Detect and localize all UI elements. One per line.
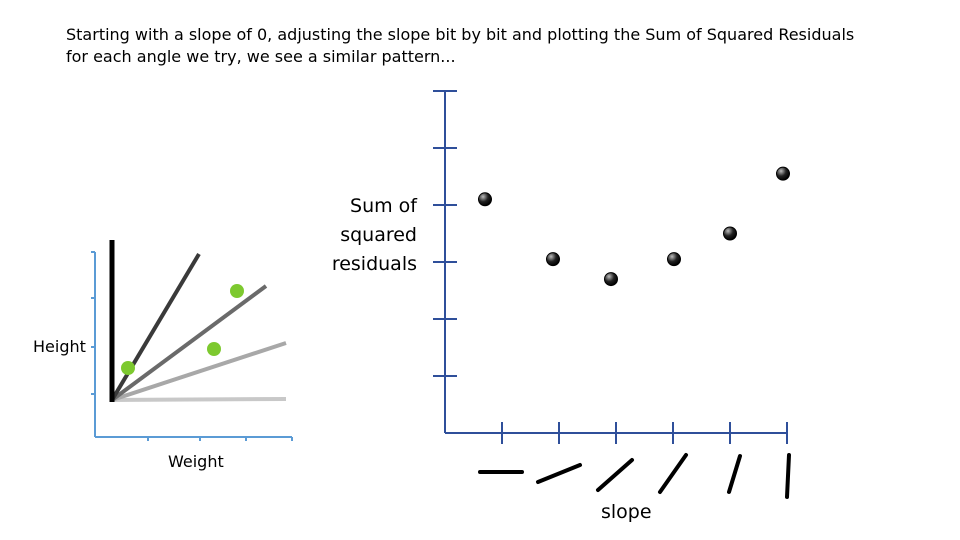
- y-label-line-1: Sum of: [350, 195, 417, 217]
- ssr-vs-slope-plot: [433, 90, 791, 499]
- ssr-point: [546, 252, 560, 267]
- slope-glyphs: [478, 453, 791, 499]
- fit-line-steep: [110, 252, 201, 402]
- slope-glyph: [536, 463, 582, 484]
- left-plot-y-label: Height: [33, 337, 86, 356]
- fit-line-shallow: [111, 341, 287, 402]
- data-dot: [230, 284, 244, 298]
- caption-line-2: for each angle we try, we see a similar …: [66, 47, 456, 66]
- ssr-point: [667, 252, 681, 267]
- weight-height-plot: [91, 240, 293, 441]
- ssr-point: [478, 192, 492, 207]
- fit-line-medium: [110, 284, 268, 402]
- right-plot-y-label: Sum of squared residuals: [332, 192, 417, 279]
- slope-glyph: [596, 458, 634, 492]
- left-plot-x-label: Weight: [168, 452, 224, 471]
- data-dot: [207, 342, 221, 356]
- slope-glyph: [658, 453, 688, 494]
- data-dot: [121, 361, 135, 375]
- slope-glyph: [785, 453, 791, 499]
- left-plot-dots: [121, 284, 244, 375]
- right-plot-axes: [433, 90, 788, 444]
- fit-line-slope-0: [111, 397, 287, 402]
- caption-line-1: Starting with a slope of 0, adjusting th…: [66, 25, 855, 44]
- caption: Starting with a slope of 0, adjusting th…: [66, 24, 854, 68]
- y-label-line-2: squared: [340, 224, 417, 246]
- ssr-points: [478, 166, 790, 287]
- right-plot-x-label: slope: [601, 501, 652, 523]
- left-plot-fit-lines: [109, 240, 287, 402]
- ssr-point: [776, 166, 790, 181]
- ssr-point: [723, 226, 737, 241]
- left-plot-axes: [91, 251, 293, 441]
- slope-glyph: [727, 454, 742, 494]
- ssr-point: [604, 272, 618, 287]
- y-label-line-3: residuals: [331, 253, 417, 275]
